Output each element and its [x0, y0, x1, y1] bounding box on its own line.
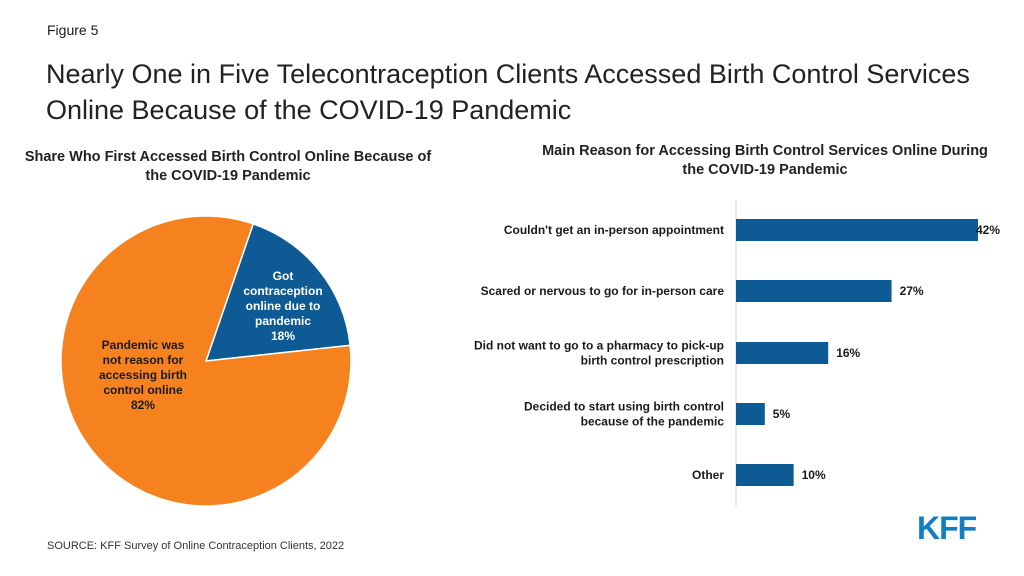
bar	[736, 342, 829, 364]
bar	[736, 219, 978, 241]
bar-value-label: 10%	[802, 468, 826, 482]
pie-slice-label: Pandemic was not reason for accessing birt…	[99, 338, 187, 412]
bar-value-label: 5%	[773, 407, 791, 421]
bar	[736, 464, 794, 486]
bar-category-label: Other	[692, 468, 724, 482]
pie-chart-title: Share Who First Accessed Birth Control O…	[24, 149, 432, 184]
bar-category-label: Scared or nervous to go for in-person ca…	[481, 284, 725, 298]
kff-logo: KFF	[917, 510, 977, 546]
bar	[736, 403, 765, 425]
bar	[736, 280, 892, 302]
bar-category-label: Did not want to go to a pharmacy to pick…	[474, 339, 724, 368]
bar-chart-title: Main Reason for Accessing Birth Control …	[542, 143, 988, 178]
bar-value-label: 27%	[900, 284, 924, 298]
page-title: Nearly One in Five Telecontraception Cli…	[46, 59, 970, 125]
bar-value-label: 42%	[976, 223, 1000, 237]
bar-value-label: 16%	[836, 346, 860, 360]
pie-slice	[60, 215, 352, 507]
pie-slice-label: Got contraception online due to pandemic 18%	[243, 269, 322, 343]
source-note: SOURCE: KFF Survey of Online Contracepti…	[47, 540, 345, 552]
bar-category-label: Couldn't get an in-person appointment	[504, 223, 724, 237]
figure-label: Figure 5	[47, 22, 99, 38]
bar-category-label: Decided to start using birth control beca…	[524, 400, 724, 429]
